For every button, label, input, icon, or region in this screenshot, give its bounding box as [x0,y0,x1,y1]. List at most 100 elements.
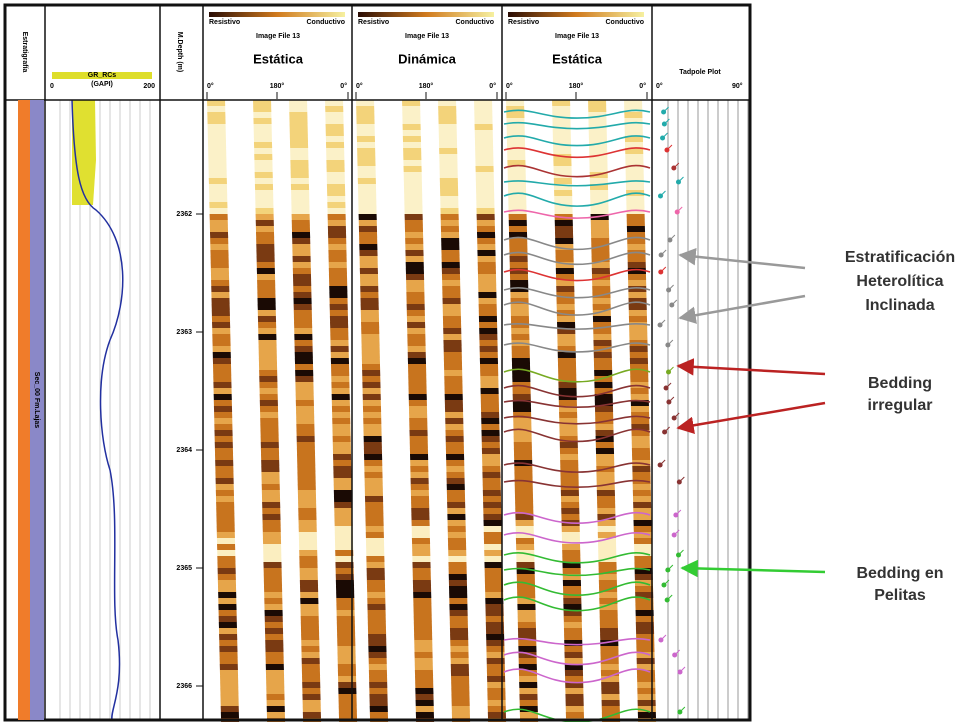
image-pixel [216,532,235,538]
tadpole-tail [668,284,674,291]
image-pixel [220,694,239,700]
image-pixel [265,646,284,652]
image-pixel [409,412,428,418]
image-pixel [369,700,388,706]
image-pixel [448,556,467,562]
image-pixel [406,310,425,316]
image-pixel [218,604,237,610]
image-pixel [484,574,503,580]
image-pixel [636,664,655,670]
tadpole-tail [666,594,673,601]
image-pixel [259,370,278,376]
image-pixel [486,652,505,658]
image-pixel [591,250,610,256]
image-pixel [214,412,233,418]
image-pixel [560,496,580,502]
image-pixel [556,304,575,310]
image-pixel [590,208,609,214]
image-pixel [449,610,468,616]
image-pixel [258,364,278,370]
image-pixel [562,550,581,556]
bedding-sinusoid [503,596,651,612]
image-pixel [560,490,580,496]
image-pixel [477,256,496,262]
image-pixel [484,580,504,586]
image-pixel [361,334,380,340]
image-pixel [217,586,237,592]
image-pixel [363,448,383,454]
image-pixel [439,178,458,184]
image-pixel [356,136,376,142]
image-pixel [406,286,425,292]
image-pixel [414,646,433,652]
image-pixel [291,208,310,214]
image-pixel [561,508,580,514]
image-pixel [362,376,381,382]
image-pixel [253,106,272,112]
image-pixel [332,442,351,448]
image-pixel [633,514,652,520]
image-pixel [257,292,276,298]
image-pixel [592,304,611,310]
image-pixel [412,556,431,562]
image-pixel [596,496,616,502]
image-pixel [327,220,346,226]
image-pixel [330,322,349,328]
image-pixel [257,286,276,292]
image-pixel [483,502,502,508]
scale-right: Conductivo [606,19,645,26]
image-pixel [600,646,619,652]
image-pixel [448,550,467,556]
image-pixel [294,340,313,346]
image-pixel [219,670,239,676]
image-pixel [597,502,616,508]
image-pixel [415,694,434,700]
image-pixel [630,394,649,400]
image-pixel [218,592,237,598]
image-pixel [513,424,532,430]
image-pixel [325,124,344,130]
image-pixel [298,526,317,532]
image-pixel [215,496,235,502]
image-pixel [510,292,529,298]
image-pixel [449,616,468,622]
bedding-sinusoid [503,368,651,383]
bedding-sinusoid [503,552,651,564]
image-pixel [255,208,274,214]
image-pixel [405,256,424,262]
image-pixel [516,562,535,568]
image-pixel [265,658,284,664]
image-pixel [474,124,493,130]
image-pixel [403,172,422,178]
image-pixel [413,616,432,622]
image-pixel [440,220,459,226]
image-pixel [220,700,239,706]
annotation: Heterolítica [856,273,943,290]
image-pixel [516,556,535,562]
image-pixel [555,268,574,274]
image-pixel [592,280,611,286]
image-pixel [557,340,576,346]
image-pixel [404,196,423,202]
image-pixel [440,190,459,196]
image-pixel [447,508,466,514]
bedding-sinusoid [503,637,651,646]
image-pixel [631,442,650,448]
image-pixel [329,280,348,286]
image-pixel [441,256,460,262]
gr-fill [72,100,96,205]
image-pixel [598,580,618,586]
image-pixel [326,178,345,184]
image-pixel [449,592,468,598]
image-pixel [210,262,229,268]
image-pixel [438,124,457,130]
image-pixel [290,184,310,190]
image-pixel [331,376,350,382]
image-pixel [211,316,231,322]
image-pixel [332,436,351,442]
image-pixel [299,586,319,592]
image-pixel [212,358,232,364]
image-pixel [406,298,425,304]
image-pixel [441,238,460,244]
